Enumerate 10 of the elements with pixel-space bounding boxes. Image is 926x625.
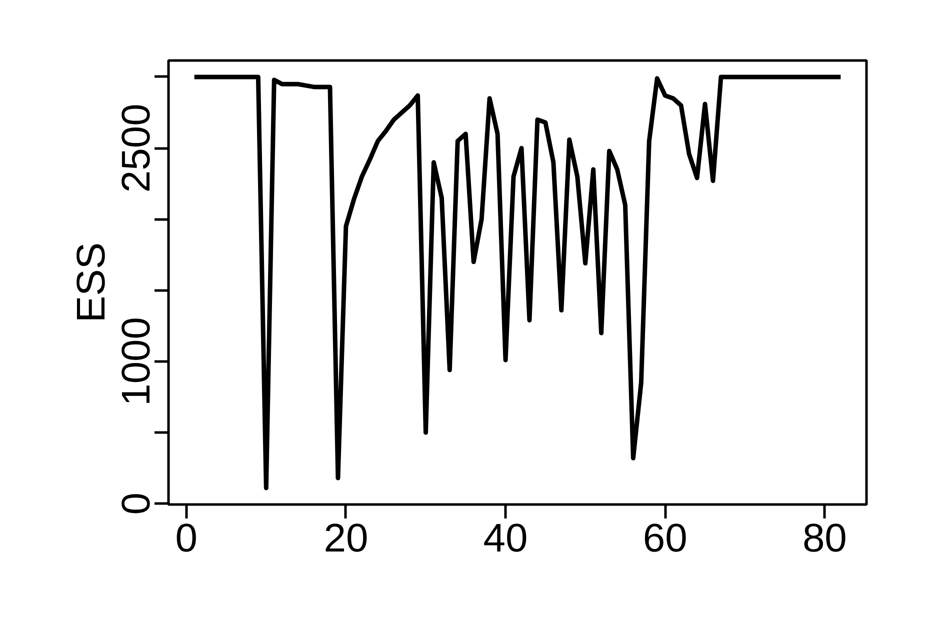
x-tick-label: 60 <box>642 516 688 560</box>
x-tick-label: 0 <box>175 516 198 560</box>
line-series <box>192 74 843 490</box>
y-tick-label: 1000 <box>114 316 158 406</box>
x-tick-label: 20 <box>324 516 368 560</box>
y-axis-title: ESS <box>70 242 114 323</box>
y-tick-label: 2500 <box>114 104 158 193</box>
x-tick-label: 40 <box>483 516 528 560</box>
y-tick-label: 0 <box>114 492 158 515</box>
x-tick-label: 80 <box>802 516 847 560</box>
